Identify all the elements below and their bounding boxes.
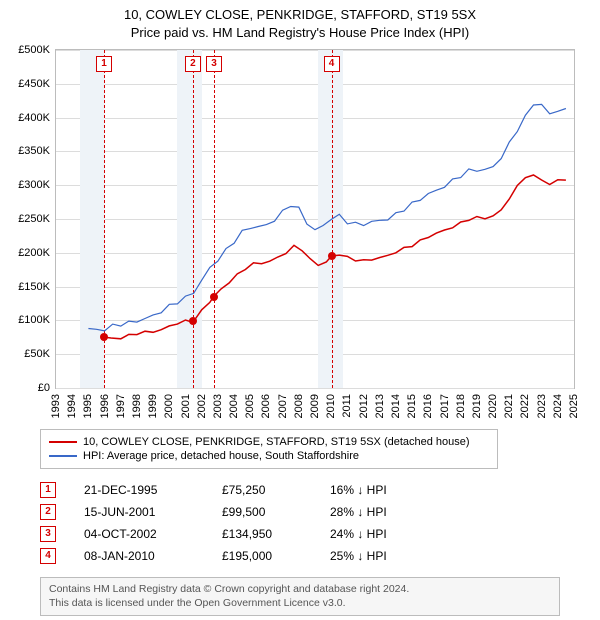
x-axis-label: 2014: [390, 394, 402, 418]
x-axis-label: 2013: [374, 394, 386, 418]
x-axis-label: 2001: [180, 394, 192, 418]
sale-vs-hpi: 25% ↓ HPI: [330, 549, 430, 563]
sale-price: £99,500: [222, 505, 302, 519]
x-axis-label: 2003: [212, 394, 224, 418]
y-axis-label: £150K: [0, 281, 50, 293]
price-chart: £0£50K£100K£150K£200K£250K£300K£350K£400…: [55, 49, 575, 389]
y-axis-label: £200K: [0, 247, 50, 259]
sales-row: 3 04-OCT-2002 £134,950 24% ↓ HPI: [40, 523, 600, 545]
series-hpi: [88, 104, 566, 330]
sales-row: 4 08-JAN-2010 £195,000 25% ↓ HPI: [40, 545, 600, 567]
sales-row: 1 21-DEC-1995 £75,250 16% ↓ HPI: [40, 479, 600, 501]
x-axis-label: 2011: [341, 394, 353, 418]
sale-marker-4: 4: [324, 56, 340, 72]
x-axis-label: 2009: [309, 394, 321, 418]
legend: 10, COWLEY CLOSE, PENKRIDGE, STAFFORD, S…: [40, 429, 498, 469]
sale-vs-hpi: 16% ↓ HPI: [330, 483, 430, 497]
x-axis-label: 2017: [439, 394, 451, 418]
sale-price: £75,250: [222, 483, 302, 497]
x-axis-label: 2025: [568, 394, 580, 418]
sale-date: 21-DEC-1995: [84, 483, 194, 497]
legend-row: HPI: Average price, detached house, Sout…: [49, 449, 489, 463]
y-axis-label: £50K: [0, 348, 50, 360]
sale-index-box: 3: [40, 526, 56, 542]
x-axis-label: 2018: [455, 394, 467, 418]
sale-date: 04-OCT-2002: [84, 527, 194, 541]
x-axis-label: 1993: [50, 394, 62, 418]
sale-point-2: [189, 317, 197, 325]
y-axis-label: £450K: [0, 78, 50, 90]
footer-line-2: This data is licensed under the Open Gov…: [49, 597, 551, 611]
x-axis-label: 1995: [82, 394, 94, 418]
sale-vs-hpi: 24% ↓ HPI: [330, 527, 430, 541]
legend-label: HPI: Average price, detached house, Sout…: [83, 450, 359, 462]
x-axis-label: 2007: [277, 394, 289, 418]
x-axis-label: 2021: [503, 394, 515, 418]
y-axis-label: £400K: [0, 112, 50, 124]
x-axis-label: 2023: [536, 394, 548, 418]
y-axis-label: £300K: [0, 179, 50, 191]
sale-vs-hpi: 28% ↓ HPI: [330, 505, 430, 519]
y-axis-label: £500K: [0, 44, 50, 56]
x-axis-label: 1997: [115, 394, 127, 418]
y-axis-label: £100K: [0, 314, 50, 326]
sale-price: £195,000: [222, 549, 302, 563]
sale-price: £134,950: [222, 527, 302, 541]
legend-row: 10, COWLEY CLOSE, PENKRIDGE, STAFFORD, S…: [49, 435, 489, 449]
sale-marker-2: 2: [185, 56, 201, 72]
legend-swatch: [49, 455, 77, 457]
sales-table: 1 21-DEC-1995 £75,250 16% ↓ HPI 2 15-JUN-2001…: [40, 479, 600, 567]
sale-index-box: 2: [40, 504, 56, 520]
legend-swatch: [49, 441, 77, 443]
x-axis-label: 2010: [325, 394, 337, 418]
x-axis-label: 1998: [131, 394, 143, 418]
x-axis-label: 2000: [163, 394, 175, 418]
x-axis-label: 2024: [552, 394, 564, 418]
chart-svg: [56, 50, 574, 388]
x-axis-label: 2019: [471, 394, 483, 418]
x-axis-label: 2012: [358, 394, 370, 418]
sale-marker-1: 1: [96, 56, 112, 72]
sale-date: 15-JUN-2001: [84, 505, 194, 519]
y-axis-label: £0: [0, 382, 50, 394]
sale-point-3: [210, 293, 218, 301]
y-axis-label: £250K: [0, 213, 50, 225]
sale-marker-3: 3: [206, 56, 222, 72]
sale-point-4: [328, 252, 336, 260]
x-axis-label: 2006: [260, 394, 272, 418]
title-line-2: Price paid vs. HM Land Registry's House …: [0, 24, 600, 42]
x-axis-label: 1994: [66, 394, 78, 418]
sale-index-box: 4: [40, 548, 56, 564]
sale-date: 08-JAN-2010: [84, 549, 194, 563]
x-axis-label: 2022: [519, 394, 531, 418]
attribution-footer: Contains HM Land Registry data © Crown c…: [40, 577, 560, 616]
gridline: [56, 388, 574, 389]
x-axis-label: 2005: [244, 394, 256, 418]
x-axis-label: 1999: [147, 394, 159, 418]
chart-title: 10, COWLEY CLOSE, PENKRIDGE, STAFFORD, S…: [0, 6, 600, 41]
sale-point-1: [100, 333, 108, 341]
x-axis-label: 2002: [196, 394, 208, 418]
x-axis-label: 2008: [293, 394, 305, 418]
legend-label: 10, COWLEY CLOSE, PENKRIDGE, STAFFORD, S…: [83, 436, 470, 448]
y-axis-label: £350K: [0, 145, 50, 157]
title-line-1: 10, COWLEY CLOSE, PENKRIDGE, STAFFORD, S…: [0, 6, 600, 24]
x-axis-label: 1996: [99, 394, 111, 418]
x-axis-label: 2004: [228, 394, 240, 418]
sale-index-box: 1: [40, 482, 56, 498]
sales-row: 2 15-JUN-2001 £99,500 28% ↓ HPI: [40, 501, 600, 523]
x-axis-label: 2020: [487, 394, 499, 418]
x-axis-label: 2015: [406, 394, 418, 418]
footer-line-1: Contains HM Land Registry data © Crown c…: [49, 583, 551, 597]
x-axis-label: 2016: [422, 394, 434, 418]
